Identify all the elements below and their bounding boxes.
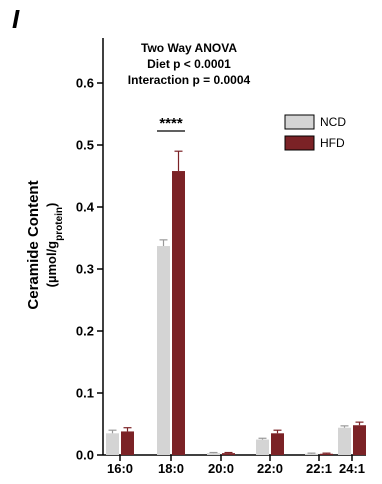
bar-ncd-0 — [106, 433, 119, 455]
y-tick-label-4: 0.4 — [76, 200, 95, 215]
stats-line-2: Diet p < 0.0001 — [147, 57, 231, 71]
y-axis-title-units: (µmol/gprotein) — [44, 203, 65, 288]
y-axis-title-main: Ceramide Content — [25, 180, 42, 309]
bar-hfd-3 — [271, 433, 284, 455]
bar-hfd-4 — [320, 453, 333, 455]
legend-label-hfd: HFD — [320, 136, 345, 150]
legend-label-ncd: NCD — [320, 115, 346, 129]
y-tick-label-2: 0.2 — [76, 324, 94, 339]
legend-swatch-hfd — [284, 135, 315, 151]
sig-annotation-0: **** — [159, 115, 183, 132]
y-tick-label-1: 0.1 — [76, 386, 94, 401]
bar-ncd-4 — [305, 453, 318, 455]
x-tick-label-0: 16:0 — [107, 461, 133, 476]
x-tick-label-2: 20:0 — [208, 461, 234, 476]
x-tick-label-4: 22:1 — [306, 461, 332, 476]
y-tick-label-3: 0.3 — [76, 262, 94, 277]
panel-label: I — [12, 4, 20, 34]
y-tick-label-5: 0.5 — [76, 138, 94, 153]
bar-hfd-0 — [121, 431, 134, 455]
bar-ncd-2 — [207, 453, 220, 455]
x-tick-label-5: 24:1 — [339, 461, 365, 476]
bar-ncd-5 — [338, 427, 351, 455]
bar-hfd-5 — [353, 425, 366, 455]
y-axis-title: Ceramide Content (µmol/gprotein) — [25, 180, 65, 309]
bar-ncd-1 — [157, 246, 170, 455]
bar-ncd-3 — [256, 439, 269, 455]
stats-line-1: Two Way ANOVA — [141, 41, 237, 55]
y-tick-label-0: 0.0 — [76, 448, 94, 463]
legend: NCD HFD — [284, 114, 346, 151]
x-tick-label-3: 22:0 — [257, 461, 283, 476]
plot-area: 0.0 0.1 0.2 0.3 0.4 0.5 0.6 16:0 18:0 20:0 22:0 22:… — [76, 38, 366, 476]
y-tick-label-6: 0.6 — [76, 76, 94, 91]
bar-hfd-2 — [222, 453, 235, 455]
bar-hfd-1 — [172, 171, 185, 456]
x-tick-label-1: 18:0 — [158, 461, 184, 476]
stats-line-3: Interaction p = 0.0004 — [128, 73, 251, 87]
legend-swatch-ncd — [284, 114, 315, 130]
